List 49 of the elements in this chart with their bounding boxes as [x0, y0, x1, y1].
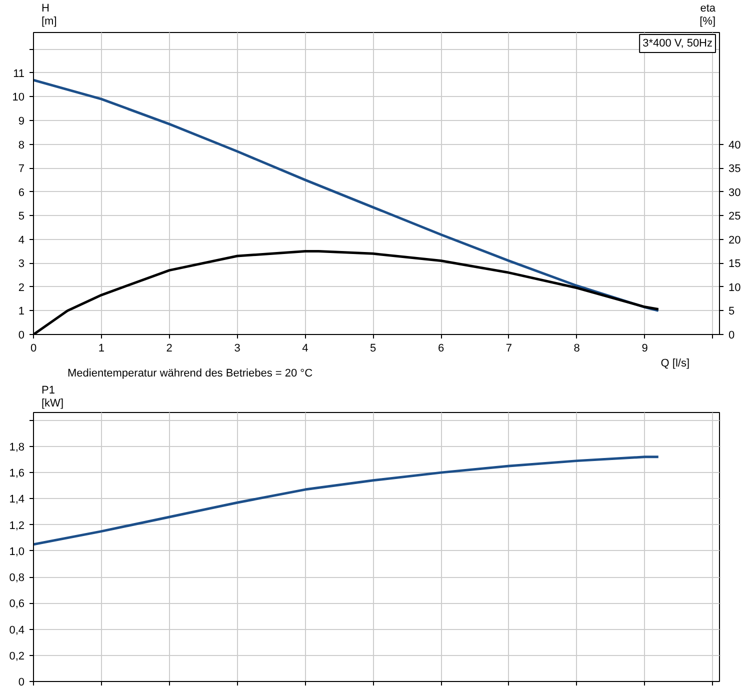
line-series [34, 456, 660, 546]
y-tick-label: 5 [18, 210, 25, 223]
y-tick-label: 3 [18, 258, 25, 270]
y-tick-label: 1,4 [9, 494, 25, 506]
y-tick-label: 1,6 [9, 468, 25, 480]
x-tick-label: 9 [642, 342, 648, 354]
y2-tick-label: 0 [728, 330, 735, 342]
x-tick-label: 6 [438, 342, 444, 354]
x-axis-title: Q [l/s] [660, 358, 690, 370]
y-axis-title: H [m] [42, 2, 57, 28]
y-tick-label: 8 [18, 139, 25, 152]
y-tick-label: 0,2 [9, 650, 25, 662]
text: Medientemperatur während des Betriebes = 20 °C [68, 368, 313, 380]
y2-tick-label: 25 [728, 210, 741, 223]
y-tick-label: 1 [18, 306, 25, 318]
y-tick-label: 4 [18, 234, 25, 246]
y2-tick-label: 10 [728, 282, 741, 294]
y2-tick-label: 30 [728, 186, 741, 199]
y-tick-label: 1,2 [9, 520, 25, 532]
y-tick-label: 7 [18, 163, 25, 176]
y2-tick-label: 5 [728, 306, 735, 318]
x-tick-label: 4 [302, 342, 308, 354]
y-axis-title: P1 [kW] [42, 384, 64, 410]
line-series [34, 78, 660, 312]
y-tick-label: 9 [18, 115, 25, 128]
y2-tick-label: 15 [728, 258, 741, 270]
y-tick-label: 0 [18, 676, 25, 688]
y-tick-label: 6 [18, 186, 25, 199]
x-tick-label: 7 [506, 342, 512, 354]
x-tick-label: 2 [166, 342, 172, 354]
y2-tick-label: 35 [728, 163, 741, 176]
y-tick-label: 10 [12, 92, 25, 104]
y-tick-label: 0 [18, 330, 25, 342]
y-tick-label: 1,8 [9, 441, 25, 454]
x-tick-label: 5 [370, 342, 376, 354]
y2-tick-label: 20 [728, 234, 741, 246]
y-tick-label: 11 [13, 68, 25, 80]
y-tick-label: 1,0 [9, 546, 25, 558]
y-tick-label: 2 [18, 282, 25, 294]
y-tick-label: 0,4 [9, 624, 25, 636]
x-tick-label: 8 [574, 342, 580, 354]
y2-tick-label: 40 [728, 139, 741, 152]
x-tick-label: 3 [234, 342, 240, 354]
x-tick-label: 0 [30, 342, 37, 354]
y-tick-label: 0,8 [9, 572, 25, 584]
annotation: 3*400 V, 50Hz [642, 38, 713, 50]
x-tick-label: 1 [98, 342, 104, 354]
y-tick-label: 0,6 [9, 598, 25, 610]
y2-axis-title: eta [%] [700, 2, 716, 28]
